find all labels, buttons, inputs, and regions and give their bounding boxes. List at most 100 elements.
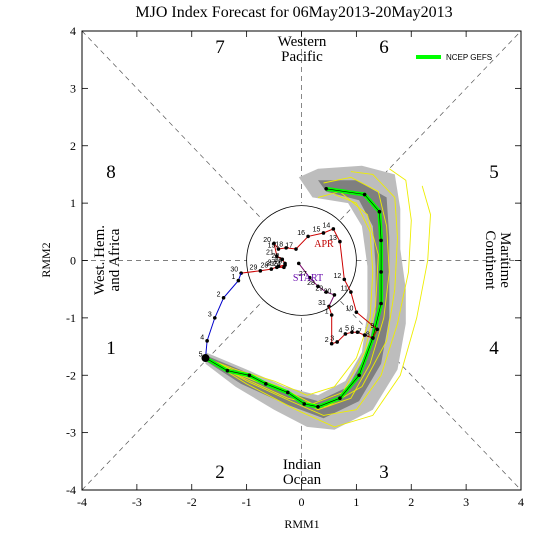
observed-april-point-15 [321, 231, 326, 235]
observed-may-point-4 [205, 339, 209, 343]
observed-april-point-29 [258, 269, 263, 273]
ensemble-member-line-2 [205, 168, 412, 416]
ensemble-member-line-6 [205, 171, 398, 408]
observed-april-point-19 [276, 247, 281, 251]
region-west-hem-line1: West. Hem. [92, 225, 108, 295]
forecast-point-15 [362, 192, 367, 197]
observed-may-point-3 [212, 316, 217, 320]
observed-march-label-3: 28 [307, 280, 315, 287]
observed-april-point-27 [276, 264, 281, 269]
observed-april-label-2: 2 [325, 337, 329, 344]
observed-april-point-18 [284, 246, 288, 250]
region-western-pacific-line1: Western [278, 34, 327, 50]
observed-april-label-1: 1 [325, 309, 329, 316]
current-day-marker [201, 354, 210, 363]
observed-april-label-29: 29 [250, 264, 258, 271]
observed-march-point-3 [316, 284, 320, 289]
observed-april-point-9 [375, 327, 380, 332]
observed-may-label-4: 4 [200, 334, 204, 341]
observed-march-label-2: 27 [299, 271, 307, 278]
forecast-mean-centerline [205, 188, 382, 408]
observed-april-label-17: 17 [285, 243, 293, 250]
region-west-hem-line2: and Africa [107, 228, 123, 291]
observed-march-line [298, 263, 336, 307]
x-tick-label--4: -4 [77, 495, 87, 509]
observed-april-label-24: 24 [273, 261, 281, 268]
forecast-point-2 [225, 368, 230, 373]
observed-april-point-2 [329, 341, 334, 346]
forecast-point-16 [324, 186, 328, 191]
observed-april-point-7 [362, 333, 367, 337]
observed-april-label-21: 21 [266, 249, 274, 256]
observed-march-point-4 [324, 290, 328, 294]
y-axis-label: RMM2 [39, 242, 53, 277]
observed-march-label-4: 29 [315, 286, 323, 293]
phase-label-1: 1 [106, 338, 116, 359]
forecast-point-8 [338, 396, 342, 401]
x-tick-label--3: -3 [132, 495, 142, 509]
observed-april-point-12 [342, 277, 347, 282]
region-maritime-line1: Maritime [497, 232, 513, 288]
observed-april-label-22: 22 [271, 253, 279, 260]
x-tick-label-1: 1 [353, 495, 359, 509]
phase-label-8: 8 [106, 162, 116, 183]
y-tick-label-0: 0 [70, 254, 76, 268]
phase-label-3: 3 [379, 462, 389, 483]
start-annotation: START [293, 273, 323, 284]
observed-april-point-5 [350, 330, 354, 335]
observed-april-point-21 [275, 254, 279, 258]
observed-april-label-26: 26 [274, 259, 282, 266]
observed-may-label-5: 5 [199, 352, 203, 359]
observed-april-point-11 [349, 290, 353, 294]
y-tick-label-3: 3 [70, 81, 76, 95]
phase-divider-diag-se [340, 300, 522, 491]
phase-label-6: 6 [379, 37, 389, 58]
observed-april-label-14: 14 [323, 222, 331, 229]
observed-march-point-5 [332, 293, 337, 297]
x-tick-label-4: 4 [518, 495, 524, 509]
observed-april-label-28: 28 [261, 263, 269, 270]
region-western-pacific-line2: Pacific [281, 49, 323, 65]
forecast-point-5 [285, 390, 290, 395]
phase-divider-diag-sw [81, 300, 263, 491]
observed-april-label-25: 25 [266, 261, 274, 268]
forecast-point-7 [316, 405, 320, 409]
observed-april-label-11: 11 [341, 286, 348, 293]
y-tick-label-1: 1 [70, 196, 76, 210]
apr-annotation: APR [314, 239, 334, 250]
phase-divider-diag-nw [81, 30, 263, 221]
observed-may-point-1 [236, 278, 241, 283]
phase-divider-diag-ne [340, 30, 522, 221]
x-axis-label: RMM1 [284, 517, 319, 531]
observed-april-point-28 [269, 267, 274, 271]
y-tick-label--3: -3 [66, 426, 76, 440]
y-tick-label-4: 4 [70, 24, 76, 38]
phase-label-2: 2 [215, 462, 225, 483]
observed-april-label-10: 10 [346, 306, 354, 313]
unit-circle [246, 205, 357, 316]
phase-label-5: 5 [489, 162, 499, 183]
forecast-point-11 [379, 301, 383, 306]
observed-may-label-2: 2 [217, 291, 221, 298]
ensemble-member-line-3 [205, 194, 374, 396]
observed-may-label-3: 3 [208, 311, 212, 318]
observed-april-point-10 [354, 310, 359, 314]
observed-april-point-20 [272, 241, 276, 246]
forecast-point-3 [247, 373, 252, 378]
forecast-point-13 [379, 238, 383, 243]
observed-april-label-30: 30 [230, 267, 238, 274]
observed-april-label-15: 15 [313, 226, 321, 233]
ensemble-member-line-4 [205, 185, 431, 428]
x-tick-label-3: 3 [463, 495, 469, 509]
spread-outer-band [205, 165, 406, 430]
observed-april-label-12: 12 [334, 273, 342, 280]
observed-april-point-22 [280, 257, 285, 262]
observed-march-label-5: 30 [324, 288, 332, 295]
legend-label: NCEP GEFS [446, 53, 492, 62]
x-tick-label--2: -2 [187, 495, 197, 509]
observed-april-label-4: 4 [338, 327, 342, 334]
observed-april-label-13: 13 [329, 235, 337, 242]
observed-april-point-17 [294, 247, 298, 251]
y-tick-label--2: -2 [66, 368, 76, 382]
